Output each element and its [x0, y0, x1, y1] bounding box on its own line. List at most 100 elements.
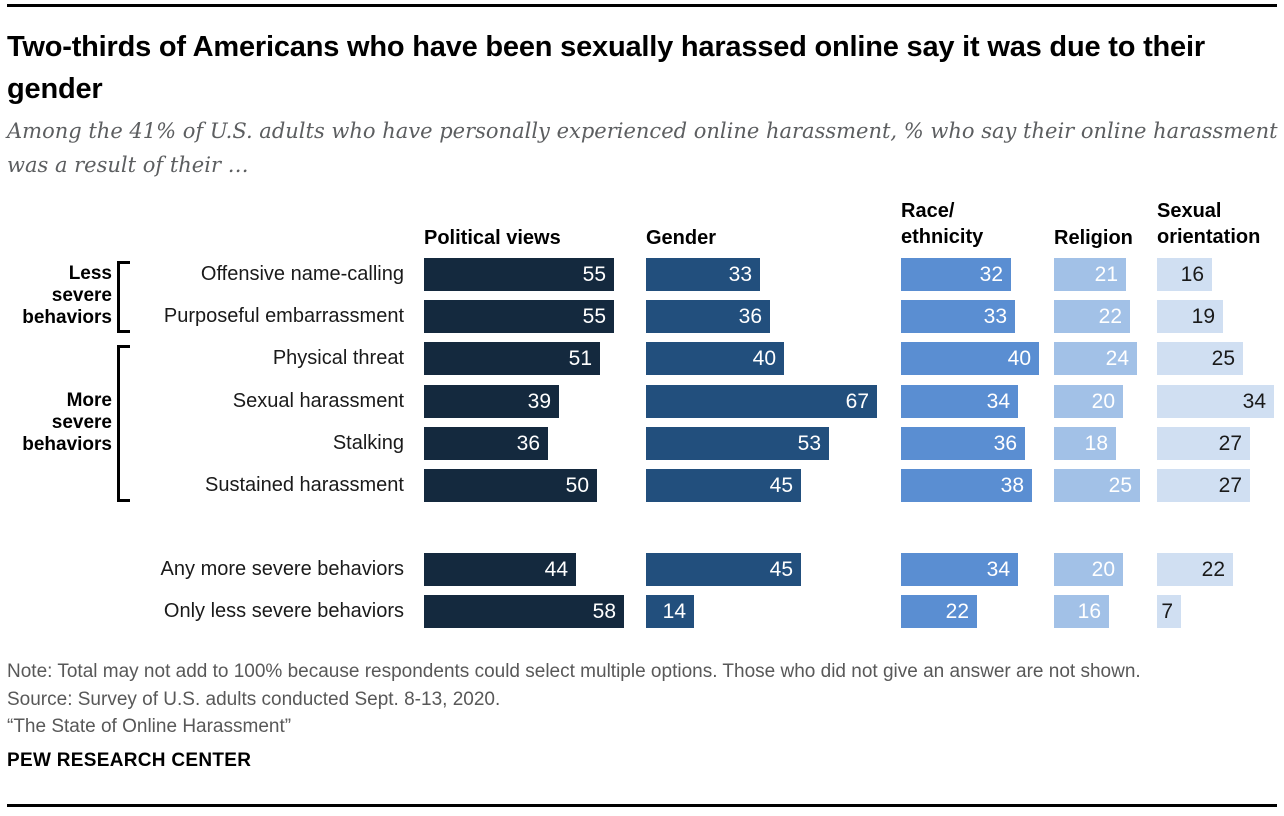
row-label: Any more severe behaviors	[160, 558, 404, 580]
bar-value: 50	[565, 474, 589, 497]
bar-value: 45	[769, 474, 793, 497]
bar-value: 20	[1091, 558, 1115, 581]
bar: 40	[901, 342, 1039, 375]
bar: 50	[424, 469, 597, 502]
bar-value: 34	[986, 390, 1010, 413]
bar-value: 53	[797, 432, 821, 455]
pew-research-center-logo: PEW RESEARCH CENTER	[7, 750, 252, 771]
bar: 7	[1157, 595, 1181, 628]
bar: 34	[901, 385, 1018, 418]
row-label: Sexual harassment	[232, 390, 404, 412]
bar-value: 22	[1098, 305, 1122, 328]
bar-value: 27	[1218, 432, 1242, 455]
column-header: Sexual orientation	[1157, 200, 1261, 248]
column-header: Gender	[646, 227, 717, 249]
report-title: “The State of Online Harassment”	[7, 716, 292, 737]
bar-value: 22	[945, 600, 969, 623]
page-title: Two-thirds of Americans who have been se…	[7, 31, 1205, 105]
bar-value: 16	[1077, 600, 1101, 623]
bar: 24	[1054, 342, 1137, 375]
bar: 39	[424, 385, 559, 418]
bar: 21	[1054, 258, 1126, 291]
row-label: Only less severe behaviors	[163, 600, 404, 622]
bar-value: 33	[728, 263, 752, 286]
bar-value: 40	[752, 347, 776, 370]
bar-value: 55	[582, 263, 606, 286]
column-header: Political views	[424, 227, 561, 249]
bar-value: 19	[1191, 305, 1215, 328]
bar-value: 51	[568, 347, 592, 370]
bar: 18	[1054, 427, 1116, 460]
bar-value: 67	[845, 390, 869, 413]
bar: 25	[1157, 342, 1243, 375]
row-label: Stalking	[332, 432, 404, 454]
bar: 19	[1157, 300, 1223, 333]
bar-value: 16	[1180, 263, 1204, 286]
bar-value: 39	[527, 390, 551, 413]
bar: 34	[901, 553, 1018, 586]
bar-value: 21	[1094, 263, 1118, 286]
chart-note: Note: Total may not add to 100% because …	[7, 661, 1141, 682]
chart-source: Source: Survey of U.S. adults conducted …	[7, 689, 501, 710]
bar: 45	[646, 469, 801, 502]
bar-value: 45	[769, 558, 793, 581]
top-rule	[7, 4, 1277, 7]
bar: 25	[1054, 469, 1140, 502]
bar-value: 36	[993, 432, 1017, 455]
bar: 27	[1157, 469, 1250, 502]
bar: 34	[1157, 385, 1274, 418]
row-label: Purposeful embarrassment	[163, 305, 404, 327]
bar: 36	[646, 300, 770, 333]
row-label: Sustained harassment	[204, 474, 404, 496]
bar-value: 58	[592, 600, 616, 623]
bar: 55	[424, 258, 614, 291]
bar-value: 22	[1201, 558, 1225, 581]
bar: 67	[646, 385, 877, 418]
bar: 16	[1054, 595, 1109, 628]
bar-value: 24	[1105, 347, 1129, 370]
column-header: Religion	[1054, 227, 1133, 249]
row-label: Offensive name-calling	[200, 263, 404, 285]
bar: 27	[1157, 427, 1250, 460]
bar: 36	[424, 427, 548, 460]
bar: 14	[646, 595, 694, 628]
bar-value: 36	[738, 305, 762, 328]
bar-value: 25	[1108, 474, 1132, 497]
bar-value: 33	[983, 305, 1007, 328]
bar-value: 55	[582, 305, 606, 328]
bar: 20	[1054, 553, 1123, 586]
bar: 22	[901, 595, 977, 628]
bar: 36	[901, 427, 1025, 460]
bar: 40	[646, 342, 784, 375]
bar: 51	[424, 342, 600, 375]
bar-value: 34	[1242, 390, 1266, 413]
bar-value: 27	[1218, 474, 1242, 497]
group-label: More severe behaviors	[22, 390, 112, 455]
bar: 55	[424, 300, 614, 333]
bar-value: 38	[1000, 474, 1024, 497]
bar-value: 44	[544, 558, 568, 581]
bar-value: 14	[662, 600, 686, 623]
bar-value: 40	[1007, 347, 1031, 370]
bar-value: 25	[1211, 347, 1235, 370]
bar-value: 7	[1161, 600, 1173, 623]
bar: 44	[424, 553, 576, 586]
bar: 58	[424, 595, 624, 628]
bar-value: 18	[1084, 432, 1108, 455]
bar-value: 34	[986, 558, 1010, 581]
bar: 32	[901, 258, 1011, 291]
column-header: Race/ ethnicity	[901, 200, 984, 248]
bar: 38	[901, 469, 1032, 502]
bar: 20	[1054, 385, 1123, 418]
bar-value: 32	[979, 263, 1003, 286]
page-subtitle: Among the 41% of U.S. adults who have pe…	[7, 119, 1278, 177]
bar: 33	[901, 300, 1015, 333]
bar-value: 20	[1091, 390, 1115, 413]
bar: 22	[1054, 300, 1130, 333]
group-bracket	[117, 345, 130, 502]
bar: 33	[646, 258, 760, 291]
bar: 16	[1157, 258, 1212, 291]
group-bracket	[117, 261, 130, 333]
